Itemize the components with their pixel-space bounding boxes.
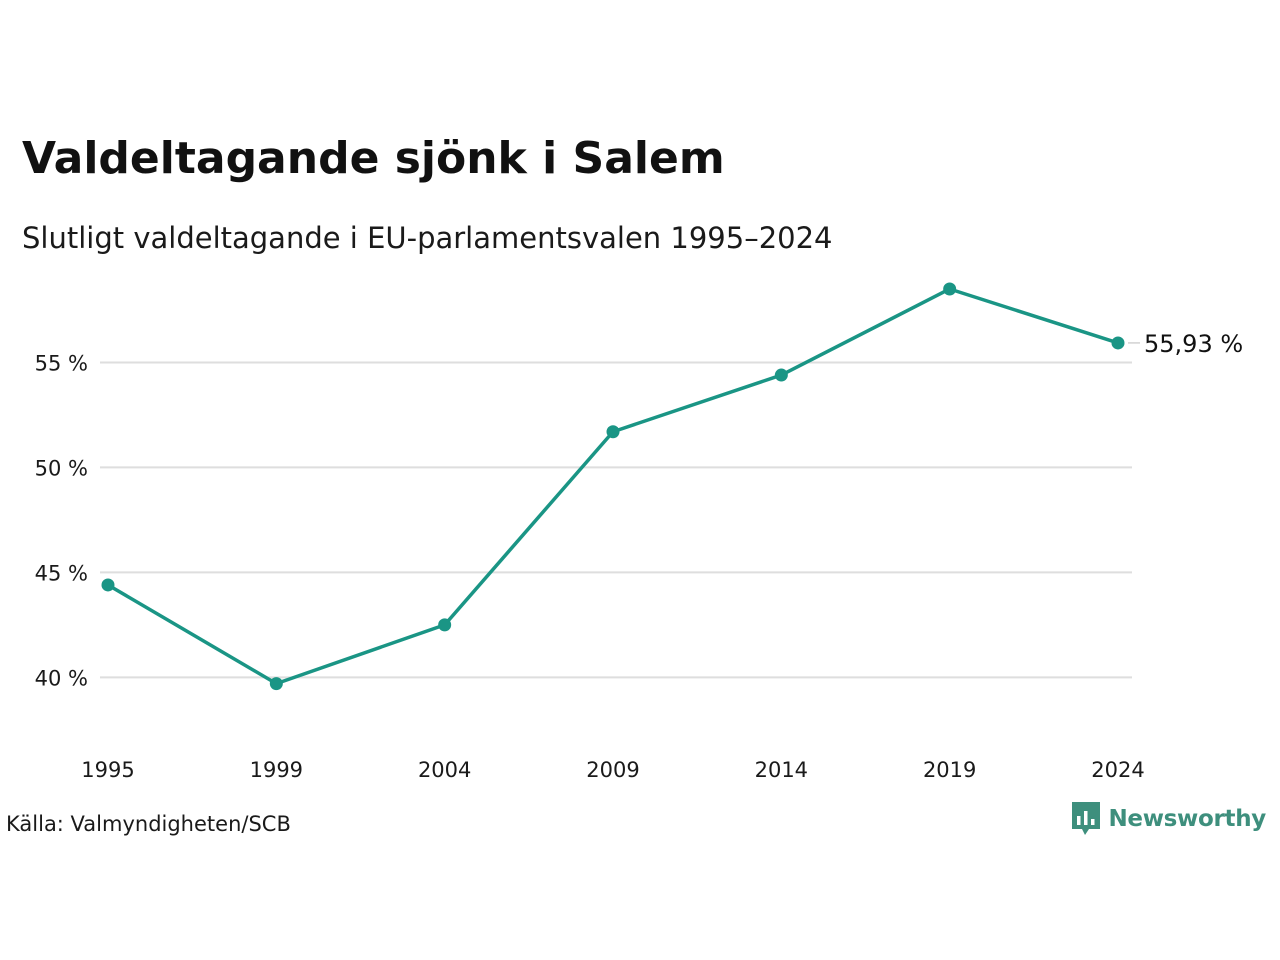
series-turnout (101, 282, 1125, 691)
x-tick-label: 2009 (586, 758, 639, 782)
data-point (438, 618, 452, 632)
end-value-label: 55,93 % (1144, 330, 1243, 358)
series-line (106, 287, 1120, 686)
chart-subtitle: Slutligt valdeltagande i EU-parlamentsva… (22, 221, 833, 255)
data-point (1111, 336, 1125, 350)
x-tick-label: 1995 (81, 758, 134, 782)
x-tick-label: 2004 (418, 758, 471, 782)
y-axis-tick-labels: 40 % 45 % 50 % 55 % (35, 351, 88, 690)
x-tick-label: 2019 (923, 758, 976, 782)
brand-name: Newsworthy (1108, 806, 1266, 832)
newsworthy-logo: Newsworthy (1072, 802, 1266, 836)
grid-lines (100, 361, 1132, 679)
chart-title: Valdeltagande sjönk i Salem (22, 133, 725, 184)
data-point (101, 578, 115, 592)
end-value-annotation: 55,93 % (1128, 330, 1243, 358)
data-point (774, 368, 788, 382)
data-point (606, 425, 620, 439)
data-point (269, 677, 283, 691)
source-note: Källa: Valmyndigheten/SCB (6, 812, 291, 836)
y-tick-label: 40 % (35, 666, 88, 690)
y-tick-label: 50 % (35, 456, 88, 480)
y-tick-label: 55 % (35, 351, 88, 375)
y-tick-label: 45 % (35, 561, 88, 585)
x-tick-label: 2014 (755, 758, 808, 782)
line-chart: 40 % 45 % 50 % 55 % 1995 1999 2004 2009 2014 201… (35, 282, 1243, 782)
x-tick-label: 1999 (250, 758, 303, 782)
x-axis-tick-labels: 1995 1999 2004 2009 2014 2019 2024 (81, 758, 1144, 782)
x-tick-label: 2024 (1091, 758, 1144, 782)
data-point (943, 282, 957, 296)
bar-chart-speech-bubble-icon (1072, 802, 1101, 835)
